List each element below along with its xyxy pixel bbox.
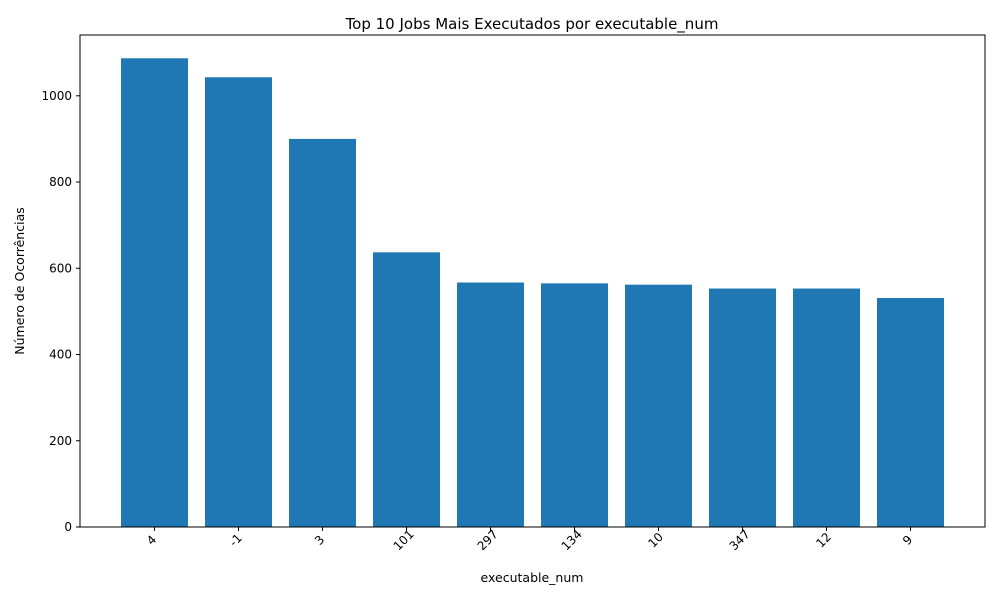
x-tick-label: 347 — [727, 527, 753, 553]
x-axis-label: executable_num — [481, 570, 584, 585]
chart-title: Top 10 Jobs Mais Executados por executab… — [345, 15, 719, 34]
y-tick-label: 400 — [49, 348, 72, 362]
x-tick-label: 10 — [645, 530, 666, 551]
x-tick-label: 134 — [559, 527, 585, 553]
bars-group — [121, 58, 944, 528]
x-tick-label: 9 — [900, 533, 915, 548]
y-axis: 0 200 400 600 800 1000 — [41, 89, 80, 534]
x-tick-label: 3 — [312, 533, 327, 548]
y-tick-label: 600 — [49, 261, 72, 275]
y-tick-label: 1000 — [41, 89, 72, 103]
bar-12 — [793, 288, 860, 527]
bar-4 — [121, 58, 188, 527]
bar-347 — [709, 288, 776, 527]
bar-101 — [373, 252, 440, 528]
plot-frame — [79, 34, 986, 528]
bar-297 — [457, 282, 524, 527]
x-axis: 4 -1 3 101 297 134 10 347 12 9 — [144, 527, 915, 553]
y-tick-label: 200 — [49, 434, 72, 448]
y-axis-label: Número de Ocorrências — [12, 207, 27, 355]
x-tick-label: 101 — [391, 527, 417, 553]
bar-9 — [877, 298, 944, 527]
bar-134 — [541, 283, 608, 527]
x-tick-label: 4 — [144, 533, 159, 548]
x-tick-label: 297 — [475, 527, 501, 553]
bar-3 — [289, 138, 356, 527]
bar--1 — [205, 77, 272, 528]
y-tick-label: 0 — [64, 520, 72, 534]
y-tick-label: 800 — [49, 175, 72, 189]
x-tick-label: -1 — [226, 531, 244, 549]
bar-10 — [625, 284, 692, 527]
x-tick-label: 12 — [813, 530, 834, 551]
